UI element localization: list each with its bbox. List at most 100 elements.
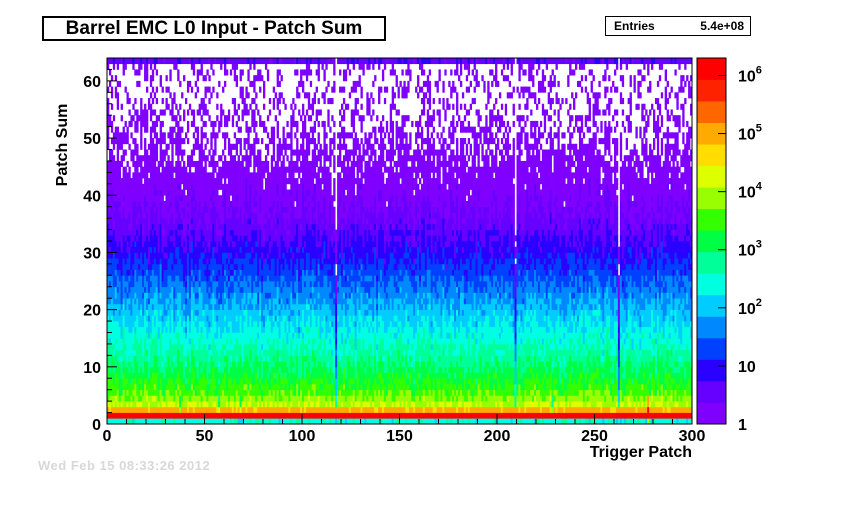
heatmap-cell [132,63,135,70]
heatmap-cell [204,132,207,139]
heatmap-cell [144,315,147,322]
heatmap-cell [206,138,209,145]
heatmap-cell [136,229,139,236]
heatmap-cell [134,138,137,145]
heatmap-cell [122,275,125,282]
heatmap-cell [118,395,121,402]
heatmap-cell [122,338,125,345]
heatmap-cell [144,172,147,179]
heatmap-cell [264,126,268,133]
heatmap-cell [130,189,133,196]
heatmap-cell [122,292,125,299]
heatmap-cell [136,126,139,133]
heatmap-cell [122,252,125,259]
heatmap-cell [177,109,180,116]
heatmap-cell [200,160,203,168]
heatmap-cell [122,189,125,196]
heatmap-cell [130,120,133,127]
heatmap-cell [124,241,127,248]
heatmap-cell [136,315,139,322]
heatmap-cell [118,143,121,150]
heatmap-cell [120,286,123,293]
heatmap-cell [114,349,118,356]
heatmap-cell [112,263,116,270]
heatmap-cell [140,281,143,288]
heatmap-cell [161,120,164,127]
heatmap-cell [130,155,133,162]
heatmap-cell [134,218,137,225]
heatmap-cell [124,223,127,230]
heatmap-cell [107,172,110,179]
heatmap-cell [268,109,272,116]
heatmap-cell [159,75,162,82]
heatmap-cell [134,69,137,76]
heatmap-cell [142,212,145,219]
heatmap-cell [116,401,120,408]
heatmap-cell [128,241,131,248]
heatmap-cell [183,75,186,82]
heatmap-cell [122,361,125,368]
heatmap-cell [124,366,127,373]
heatmap-cell [118,195,121,202]
heatmap-cell [110,286,114,293]
heatmap-cell [186,86,190,93]
heatmap-cell [126,286,129,293]
heatmap-cell [208,86,211,93]
heatmap-cell [114,406,118,413]
heatmap-cell [144,281,147,288]
heatmap-cell [107,218,110,225]
heatmap-cell [122,401,125,408]
heatmap-cell [185,98,188,105]
heatmap-cell [116,281,120,288]
heatmap-cell [118,132,121,139]
heatmap-cell [140,298,143,305]
heatmap-cell [108,303,112,310]
heatmap-cell [140,229,143,236]
heatmap-cell [134,143,137,150]
heatmap-cell [134,263,137,270]
heatmap-cell [247,138,250,145]
heatmap-cell [122,383,125,391]
heatmap-cell [122,349,125,356]
heatmap-cell [138,155,141,162]
heatmap-cell [126,218,129,225]
heatmap-cell [136,155,139,162]
heatmap-cell [107,126,110,133]
heatmap-cell [140,126,143,133]
heatmap-cell [116,361,120,368]
heatmap-cell [110,303,114,310]
heatmap-cell [107,178,110,185]
heatmap-cell [118,315,121,322]
heatmap-cell [136,361,139,368]
heatmap-cell [142,292,145,299]
heatmap-cell [126,418,129,425]
heatmap-cell [130,252,133,259]
heatmap-cell [107,269,110,276]
heatmap-cell [200,63,203,70]
heatmap-cell [266,149,270,156]
heatmap-cell [138,263,141,270]
heatmap-cell [134,235,137,242]
heatmap-cell [116,80,120,87]
heatmap-cell [130,338,133,345]
heatmap-cell [134,58,137,65]
heatmap-cell [114,75,118,82]
heatmap-cell [132,206,135,213]
heatmap-cell [130,132,133,139]
heatmap-cell [183,138,186,145]
heatmap-cell [118,223,121,230]
heatmap-cell [142,338,145,345]
heatmap-cell [144,383,147,391]
heatmap-cell [120,418,123,425]
heatmap-cell [112,395,116,402]
heatmap-cell [134,292,137,299]
heatmap-cell [120,58,123,65]
heatmap-cell [134,366,137,373]
heatmap-cell [138,321,141,328]
heatmap-cell [138,200,141,208]
heatmap-cell [163,109,166,116]
heatmap-cell [153,126,157,133]
heatmap-cell [114,378,118,385]
heatmap-cell [116,286,120,293]
heatmap-cell [118,183,121,190]
